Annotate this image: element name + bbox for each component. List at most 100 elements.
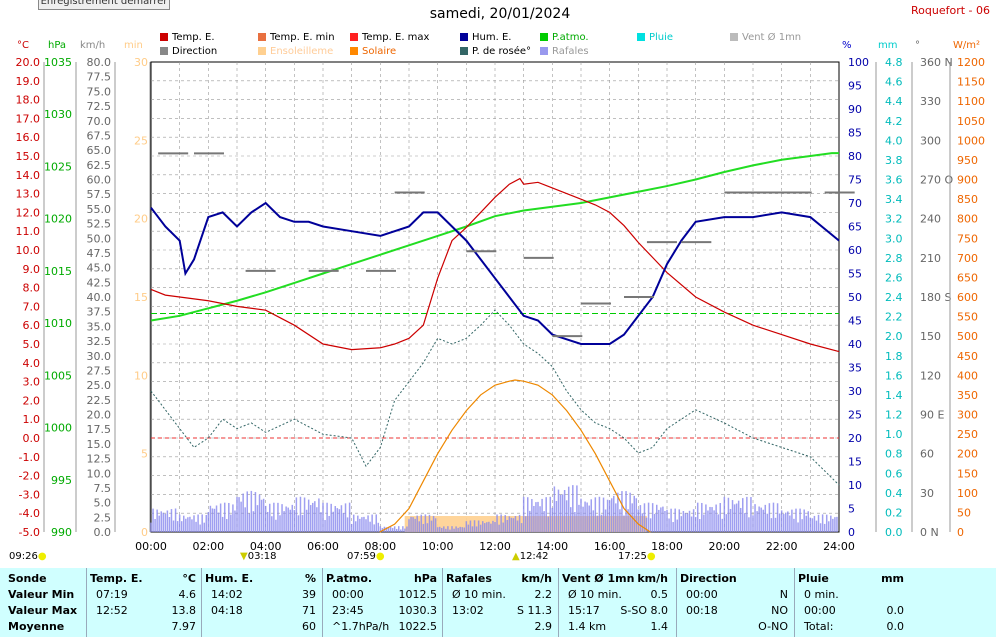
x-tick-label: 24:00 <box>823 540 855 553</box>
temp-tick-label: -5.0 <box>19 526 40 539</box>
wind-tick-label: 40.0 <box>87 291 112 304</box>
series-line-solaire <box>379 379 651 533</box>
hum-tick-label: 60 <box>848 244 862 257</box>
solar-tick-label: 0 <box>957 526 964 539</box>
legend-label: Vent Ø 1mn <box>742 32 802 43</box>
x-tick-label: 02:00 <box>192 540 224 553</box>
hum-tick-label: 95 <box>848 80 862 93</box>
legend-item: Pluie <box>637 31 673 45</box>
rain-unit: mm <box>878 40 898 51</box>
footer-header: Temp. E. <box>90 572 143 585</box>
x-tick-label: 04:00 <box>250 540 282 553</box>
footer-row-label: Valeur Max <box>8 604 78 617</box>
solar-tick-label: 950 <box>957 154 978 167</box>
weather-chart: 20.0 19.0 18.0 17.0 16.0 15.0 14.0 13.0 12.0 11.0… <box>16 56 986 553</box>
solar-tick-label: 250 <box>957 428 978 441</box>
hum-tick-label: 35 <box>848 362 862 375</box>
page-title: samedi, 20/01/2024 <box>429 6 571 22</box>
solar-tick-label: 700 <box>957 252 978 265</box>
footer-cell-time: 15:17 <box>568 604 600 617</box>
wind-tick-label: 30.0 <box>87 350 112 363</box>
footer-unit: km/h <box>637 572 668 585</box>
dir-tick-label: 60 <box>920 448 934 461</box>
hum-tick-label: 55 <box>848 268 862 281</box>
temp-tick-label: 19.0 <box>16 75 41 88</box>
x-tick-label: 06:00 <box>307 540 339 553</box>
press-tick-label: 1025 <box>44 160 72 173</box>
footer-cell-value: N <box>779 588 788 601</box>
footer-separator <box>558 568 559 637</box>
legend-swatch <box>350 47 358 55</box>
rain-tick-label: 4.2 <box>885 115 903 128</box>
dir-tick-label: 330 <box>920 95 941 108</box>
footer-cell-value: S 11.3 <box>517 604 552 617</box>
event-sunset: 17:25● <box>618 551 656 562</box>
wind-tick-label: 57.5 <box>87 188 112 201</box>
hum-tick-label: 30 <box>848 385 862 398</box>
temp-tick-label: 12.0 <box>16 206 41 219</box>
legend-item: Temp. E. min <box>258 31 335 45</box>
x-tick-label: 18:00 <box>651 540 683 553</box>
dir-tick-label: 270 O <box>920 174 953 187</box>
footer-header: Pluie <box>798 572 829 585</box>
press-tick-label: 990 <box>51 526 72 539</box>
legend-label: Hum. E. <box>472 32 512 43</box>
temp-tick-label: 8.0 <box>23 282 41 295</box>
legend-item: Hum. E. <box>460 31 511 45</box>
series-line-temp-e- <box>150 177 840 353</box>
solar-unit: W/m² <box>953 40 981 51</box>
legend-label: P.atmo. <box>552 32 589 43</box>
solar-tick-label: 750 <box>957 232 978 245</box>
wind-unit: km/h <box>80 40 106 51</box>
rain-tick-label: 2.0 <box>885 330 903 343</box>
dir-tick-label: 120 <box>920 369 941 382</box>
temp-tick-label: 7.0 <box>23 300 41 313</box>
solar-tick-label: 800 <box>957 213 978 226</box>
footer-cell-value: 7.97 <box>171 620 197 633</box>
footer-cell-time: 07:19 <box>96 588 128 601</box>
dir-tick-label: 210 <box>920 252 941 265</box>
solar-tick-label: 900 <box>957 174 978 187</box>
wind-tick-label: 67.5 <box>87 129 112 142</box>
footer-cell-value: 60 <box>302 620 316 633</box>
rain-tick-label: 2.2 <box>885 311 903 324</box>
footer-cell-value: 0.5 <box>650 588 669 601</box>
rain-tick-label: 3.8 <box>885 154 903 167</box>
solar-tick-label: 1200 <box>957 56 985 69</box>
wind-tick-label: 32.5 <box>87 335 112 348</box>
footer-separator <box>676 568 677 637</box>
footer-cell-value: 1012.5 <box>398 588 438 601</box>
footer-cell-value: 4.6 <box>178 588 197 601</box>
footer-cell-time: Total: <box>804 620 834 633</box>
hum-tick-label: 100 <box>848 56 869 69</box>
x-tick-label: 00:00 <box>135 540 167 553</box>
min-tick-label: 0 <box>141 526 148 539</box>
footer-cell-time: 13:02 <box>452 604 484 617</box>
footer-header: Direction <box>680 572 737 585</box>
footer-cell-value: 71 <box>302 604 316 617</box>
dir-unit: ° <box>915 40 920 51</box>
legend-item: Temp. E. max <box>350 31 429 45</box>
rain-tick-label: 3.4 <box>885 193 903 206</box>
wind-tick-label: 37.5 <box>87 306 112 319</box>
legend-item: Direction <box>160 45 217 59</box>
hum-tick-label: 65 <box>848 221 862 234</box>
wind-tick-label: 25.0 <box>87 379 112 392</box>
legend-swatch <box>540 33 548 41</box>
wind-tick-label: 35.0 <box>87 320 112 333</box>
record-button[interactable]: Enregistrement démarrer <box>38 0 170 10</box>
hum-tick-label: 40 <box>848 338 862 351</box>
footer-header: Hum. E. <box>205 572 254 585</box>
wind-tick-label: 55.0 <box>87 203 112 216</box>
rain-tick-label: 0.4 <box>885 487 903 500</box>
wind-tick-label: 52.5 <box>87 218 112 231</box>
press-tick-label: 1010 <box>44 317 72 330</box>
press-tick-label: 1020 <box>44 213 72 226</box>
legend-item: P.atmo. <box>540 31 589 45</box>
footer-cell-time: Ø 10 min. <box>452 588 506 601</box>
footer-header: Rafales <box>446 572 492 585</box>
wind-tick-label: 50.0 <box>87 232 112 245</box>
dir-tick-label: 180 S <box>920 291 951 304</box>
legend-label: Pluie <box>649 32 674 43</box>
rain-tick-label: 0.8 <box>885 448 903 461</box>
